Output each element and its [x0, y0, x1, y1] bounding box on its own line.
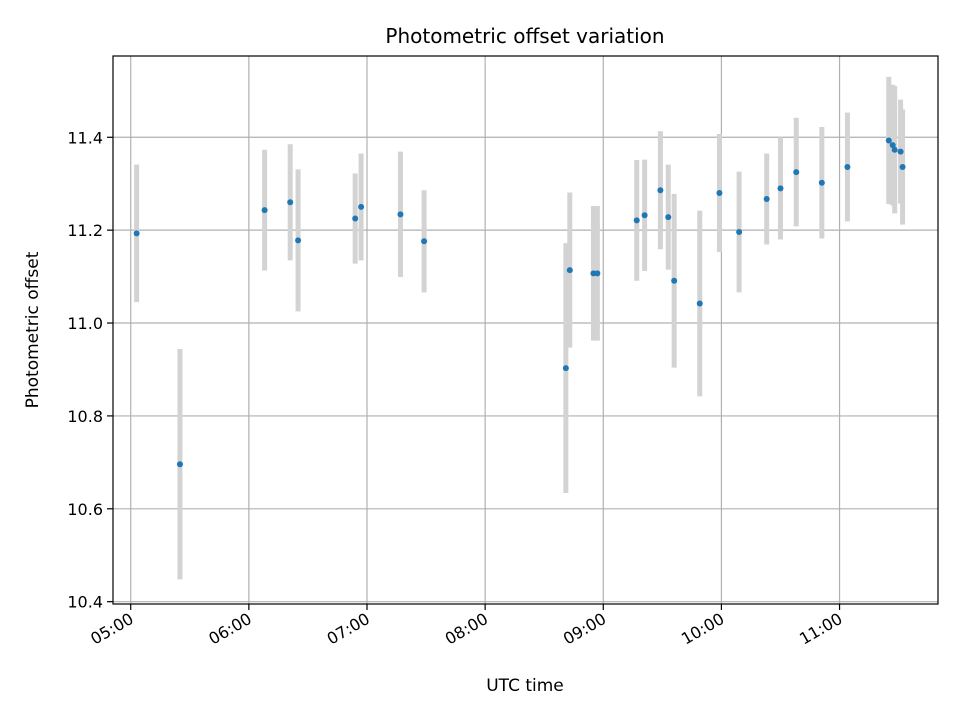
data-point: [844, 163, 851, 170]
y-axis-title: Photometric offset: [23, 251, 43, 408]
data-point: [818, 179, 825, 186]
data-point: [716, 190, 723, 196]
y-tick-label: 11.0: [67, 314, 103, 333]
data-point: [633, 217, 640, 224]
data-point: [261, 207, 268, 214]
data-point: [665, 214, 672, 221]
data-point: [566, 267, 573, 274]
data-point: [562, 365, 569, 372]
data-point: [657, 187, 664, 194]
data-point: [899, 163, 906, 170]
data-point: [133, 230, 140, 237]
y-tick-label: 10.8: [67, 407, 103, 426]
data-point: [176, 461, 183, 468]
data-point: [696, 300, 703, 307]
data-point: [295, 237, 302, 244]
y-axis-ticks: 10.4 10.6 10.8 11.0 11.2 11.4: [67, 128, 113, 612]
grid: [113, 56, 938, 604]
data-point: [897, 148, 904, 155]
data-points: [133, 137, 906, 468]
data-point: [793, 169, 800, 176]
data-point: [763, 196, 770, 203]
y-tick-label: 10.6: [67, 500, 103, 519]
data-point: [358, 203, 365, 210]
data-point: [777, 185, 784, 192]
data-point: [641, 212, 648, 219]
plot-frame: [112, 55, 939, 605]
data-point: [889, 142, 896, 149]
chart-title: Photometric offset variation: [385, 24, 664, 48]
data-point: [736, 229, 743, 236]
data-point: [594, 270, 601, 277]
data-point: [671, 277, 678, 284]
data-point: [891, 146, 898, 153]
data-point: [421, 238, 428, 245]
data-point: [287, 199, 294, 206]
y-tick-label: 11.4: [67, 128, 103, 147]
data-point: [397, 211, 404, 218]
data-point: [352, 215, 359, 222]
y-tick-label: 11.2: [67, 221, 103, 240]
y-tick-label: 10.4: [67, 593, 103, 612]
data-point: [885, 137, 892, 144]
x-axis-title: UTC time: [486, 676, 564, 696]
